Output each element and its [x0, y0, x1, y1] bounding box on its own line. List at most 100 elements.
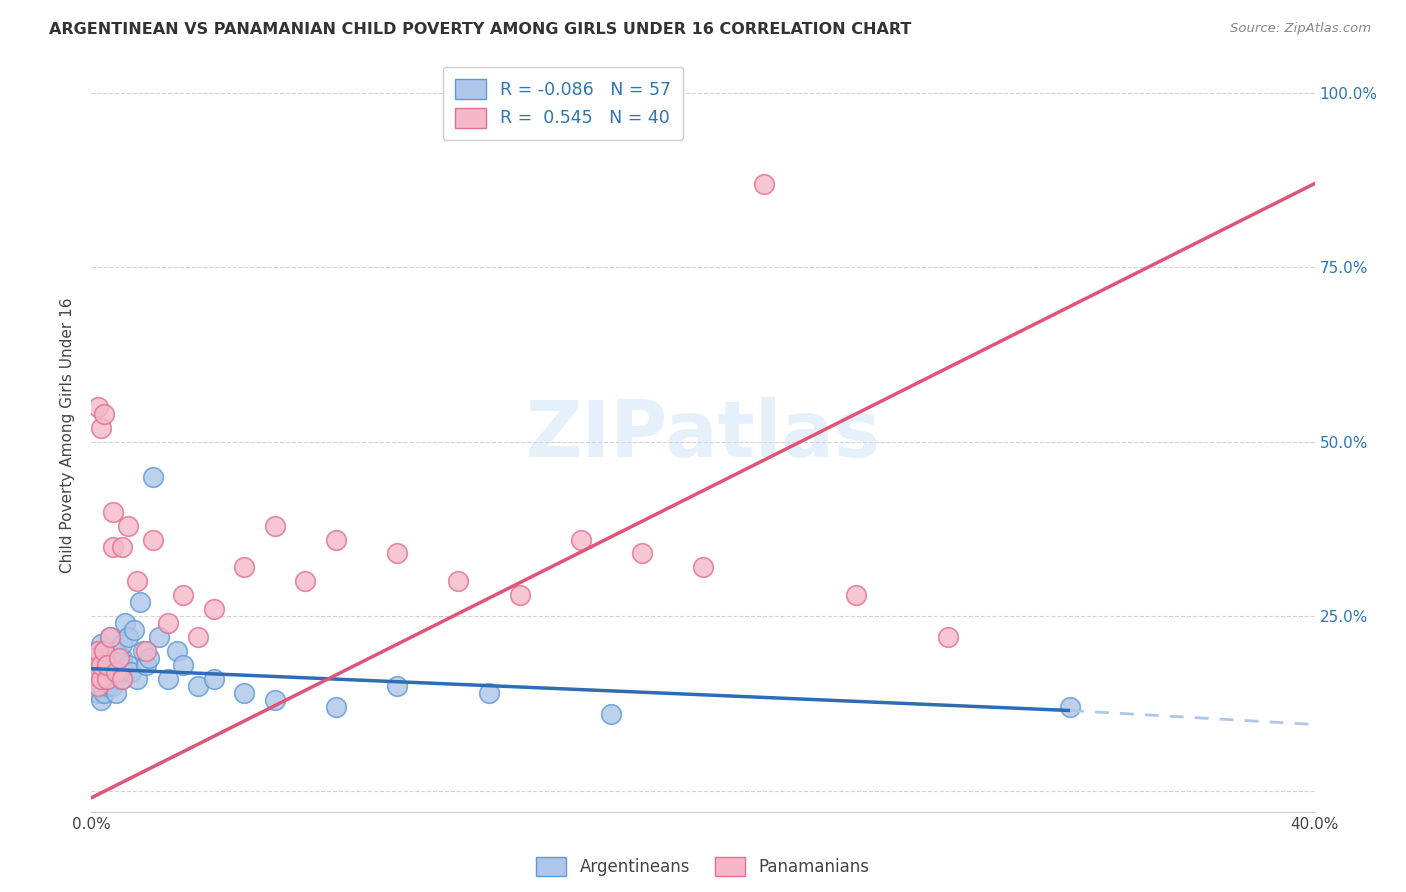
Point — [1059, 700, 1081, 714]
Point — [93, 644, 115, 658]
Point — [86, 644, 108, 658]
Point — [692, 560, 714, 574]
Point — [108, 658, 131, 673]
Point — [86, 644, 108, 658]
Point — [111, 651, 134, 665]
Point — [120, 665, 142, 680]
Point — [90, 672, 112, 686]
Text: ZIPatlas: ZIPatlas — [526, 397, 880, 473]
Point — [93, 658, 115, 673]
Y-axis label: Child Poverty Among Girls Under 16: Child Poverty Among Girls Under 16 — [60, 297, 76, 573]
Point — [122, 624, 145, 638]
Point — [98, 658, 121, 673]
Point — [101, 505, 124, 519]
Point — [111, 637, 134, 651]
Point — [202, 602, 225, 616]
Point — [135, 644, 157, 658]
Point — [86, 679, 108, 693]
Point — [233, 560, 256, 574]
Point — [83, 651, 105, 665]
Point — [90, 637, 112, 651]
Point — [83, 665, 105, 680]
Point — [93, 672, 115, 686]
Legend: Argentineans, Panamanians: Argentineans, Panamanians — [526, 847, 880, 887]
Point — [86, 658, 108, 673]
Point — [117, 658, 139, 673]
Point — [90, 421, 112, 435]
Point — [264, 518, 287, 533]
Point — [93, 407, 115, 421]
Point — [101, 679, 124, 693]
Point — [96, 679, 118, 693]
Point — [631, 547, 654, 561]
Point — [135, 658, 157, 673]
Point — [754, 177, 776, 191]
Point — [93, 686, 115, 700]
Point — [129, 595, 152, 609]
Point — [114, 616, 136, 631]
Point — [93, 644, 115, 658]
Point — [166, 644, 188, 658]
Point — [187, 679, 209, 693]
Point — [104, 672, 127, 686]
Point — [172, 588, 194, 602]
Point — [108, 651, 131, 665]
Point — [98, 672, 121, 686]
Point — [96, 658, 118, 673]
Point — [104, 644, 127, 658]
Point — [101, 665, 124, 680]
Point — [101, 651, 124, 665]
Point — [141, 469, 163, 483]
Point — [385, 547, 409, 561]
Point — [111, 540, 134, 554]
Point — [294, 574, 316, 589]
Point — [111, 672, 134, 686]
Point — [385, 679, 409, 693]
Point — [148, 630, 170, 644]
Point — [108, 665, 131, 680]
Point — [509, 588, 531, 602]
Point — [478, 686, 501, 700]
Point — [156, 616, 179, 631]
Point — [98, 630, 121, 644]
Point — [127, 574, 149, 589]
Point — [138, 651, 160, 665]
Point — [104, 686, 127, 700]
Point — [104, 665, 127, 680]
Point — [600, 706, 623, 721]
Point — [86, 400, 108, 414]
Point — [127, 672, 149, 686]
Point — [132, 644, 155, 658]
Point — [845, 588, 868, 602]
Point — [325, 533, 347, 547]
Point — [83, 651, 105, 665]
Point — [202, 672, 225, 686]
Point — [90, 651, 112, 665]
Point — [83, 665, 105, 680]
Point — [90, 693, 112, 707]
Point — [569, 533, 592, 547]
Point — [83, 679, 105, 693]
Point — [96, 651, 118, 665]
Point — [96, 672, 118, 686]
Point — [98, 630, 121, 644]
Point — [117, 518, 139, 533]
Point — [156, 672, 179, 686]
Point — [86, 686, 108, 700]
Point — [936, 630, 959, 644]
Point — [447, 574, 470, 589]
Point — [90, 658, 112, 673]
Point — [117, 630, 139, 644]
Point — [90, 665, 112, 680]
Text: ARGENTINEAN VS PANAMANIAN CHILD POVERTY AMONG GIRLS UNDER 16 CORRELATION CHART: ARGENTINEAN VS PANAMANIAN CHILD POVERTY … — [49, 22, 911, 37]
Point — [264, 693, 287, 707]
Point — [111, 672, 134, 686]
Point — [141, 533, 163, 547]
Point — [90, 679, 112, 693]
Point — [233, 686, 256, 700]
Text: Source: ZipAtlas.com: Source: ZipAtlas.com — [1230, 22, 1371, 36]
Point — [172, 658, 194, 673]
Point — [86, 672, 108, 686]
Point — [187, 630, 209, 644]
Point — [96, 665, 118, 680]
